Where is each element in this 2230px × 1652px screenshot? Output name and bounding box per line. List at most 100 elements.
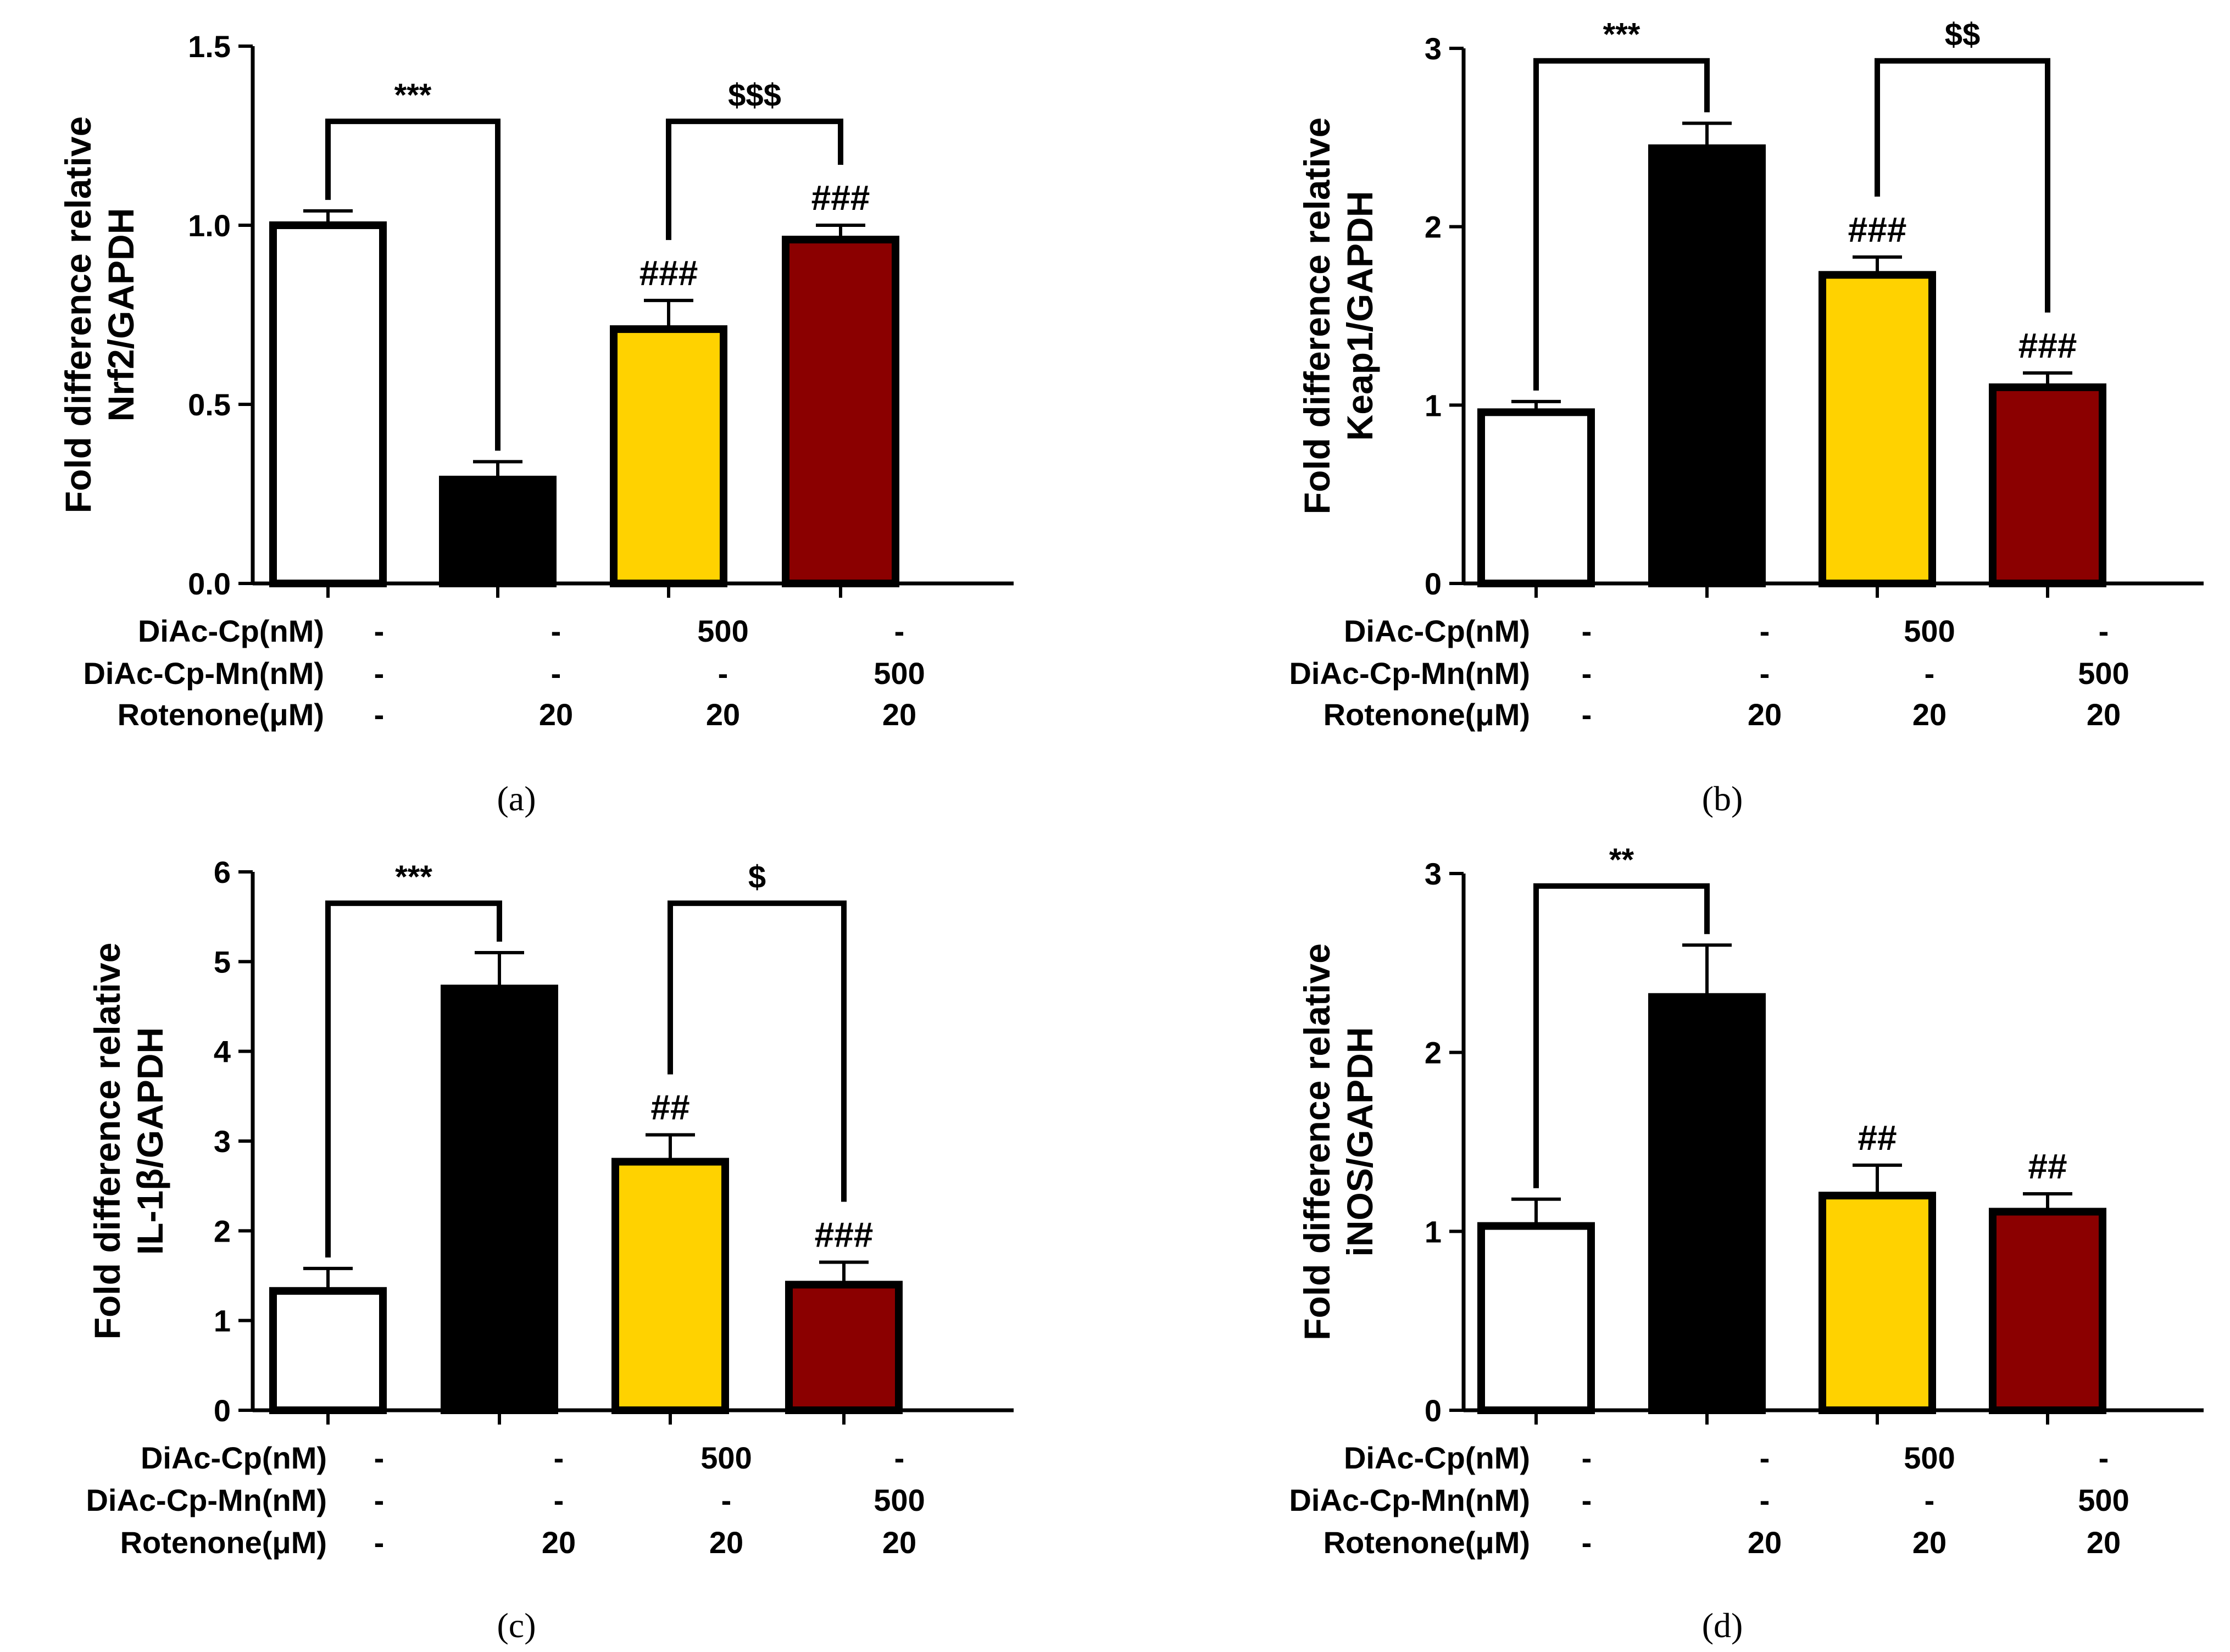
significance-label: $$$ <box>728 77 781 113</box>
treatment-cell: - <box>1582 656 1592 691</box>
panel-label: (d) <box>1702 1606 1743 1645</box>
significance-bracket <box>325 900 502 1258</box>
significance-hash: ### <box>639 253 698 293</box>
significance-hash: ## <box>1858 1118 1897 1158</box>
treatment-cell: 500 <box>1904 1440 1955 1475</box>
bar-4 <box>1989 1208 2106 1414</box>
treatment-cell: - <box>894 614 905 648</box>
treatment-row-label: DiAc-Cp(nM) <box>1344 1440 1530 1475</box>
y-tick-label: 1 <box>1425 1214 1442 1249</box>
treatment-row-label: Rotenone(μM) <box>1323 1525 1530 1560</box>
chart-panel-4: 0 1 2 3 Fold difference relativeiNOS/GAPDH ##… <box>1289 842 2204 1645</box>
significance-hash: ## <box>650 1088 689 1127</box>
treatment-row-label: Rotenone(μM) <box>120 1525 327 1560</box>
treatment-cell: 500 <box>2078 1483 2129 1517</box>
treatment-cell: - <box>374 1525 385 1560</box>
treatment-cell: 20 <box>539 697 573 732</box>
treatment-cell: 500 <box>874 656 925 691</box>
y-tick-label: 1 <box>214 1304 231 1338</box>
significance-hash: ### <box>2018 326 2077 365</box>
treatment-cell: 20 <box>706 697 740 732</box>
y-tick-label: 1.5 <box>188 29 231 64</box>
bar-2 <box>1648 144 1766 587</box>
treatment-row-label: DiAc-Cp(nM) <box>141 1440 327 1475</box>
y-tick-label: 3 <box>1425 856 1442 891</box>
treatment-row-label: DiAc-Cp-Mn(nM) <box>83 656 324 691</box>
y-axis-label-line1: Fold difference relative <box>58 116 98 514</box>
treatment-row-label: Rotenone(μM) <box>118 697 324 732</box>
treatment-cell: - <box>721 1483 732 1517</box>
treatment-cell: - <box>551 656 561 691</box>
y-tick-label: 6 <box>214 855 231 889</box>
y-tick-label: 0 <box>1425 566 1442 601</box>
treatment-cell: 20 <box>542 1525 576 1560</box>
significance-hash: ### <box>1848 210 1907 249</box>
treatment-cell: 20 <box>1748 1525 1782 1560</box>
y-axis-label: Fold difference relativeiNOS/GAPDH <box>1297 943 1380 1340</box>
treatment-row-label: DiAc-Cp-Mn(nM) <box>1289 1483 1530 1517</box>
significance-bracket <box>1533 58 1710 391</box>
chart-panel-2: 0 1 2 3 Fold difference relativeKeap1/GAPDH #… <box>1289 17 2204 818</box>
treatment-cell: - <box>1760 614 1770 648</box>
treatment-cell: - <box>718 656 728 691</box>
treatment-cell: 20 <box>1748 697 1782 732</box>
y-axis-label-line2: Keap1/GAPDH <box>1339 191 1380 441</box>
y-tick-label: 1 <box>1425 388 1442 422</box>
bar-4 <box>1989 383 2106 587</box>
bar-3 <box>610 325 727 588</box>
treatment-cell: - <box>554 1483 564 1517</box>
treatment-cell: 20 <box>882 697 916 732</box>
treatment-cell: - <box>374 656 385 691</box>
y-tick-label: 2 <box>1425 1036 1442 1070</box>
treatment-cell: - <box>1582 697 1592 732</box>
significance-bracket <box>325 118 501 451</box>
y-tick-label: 0.5 <box>188 387 231 422</box>
y-axis-label: Fold difference relativeKeap1/GAPDH <box>1297 118 1380 515</box>
y-tick-label: 3 <box>214 1124 231 1159</box>
significance-hash: ## <box>2028 1147 2067 1186</box>
y-tick-label: 0 <box>214 1393 231 1428</box>
treatment-cell: - <box>2099 1440 2109 1475</box>
chart-panel-3: 0 1 2 3 4 5 6 Fold difference relativeIL-1β/GAP… <box>86 855 1014 1645</box>
bar-2 <box>439 475 557 587</box>
y-tick-label: 5 <box>214 944 231 979</box>
bar-1 <box>269 221 387 587</box>
y-tick-label: 0.0 <box>188 566 231 601</box>
y-axis-label-line1: Fold difference relative <box>87 943 127 1340</box>
treatment-cell: 500 <box>1904 614 1955 648</box>
treatment-cell: - <box>551 614 561 648</box>
y-tick-label: 2 <box>1425 210 1442 244</box>
treatment-cell: - <box>1760 1440 1770 1475</box>
y-axis-label: Fold difference relativeNrf2/GAPDH <box>58 116 141 514</box>
significance-label: *** <box>395 859 432 895</box>
y-tick-label: 0 <box>1425 1393 1442 1428</box>
treatment-row-label: DiAc-Cp-Mn(nM) <box>86 1483 327 1517</box>
treatment-cell: - <box>374 1440 385 1475</box>
treatment-cell: - <box>1582 614 1592 648</box>
significance-hash: ### <box>815 1215 874 1255</box>
treatment-cell: 20 <box>1912 697 1947 732</box>
significance-bracket <box>668 900 847 1202</box>
significance-label: *** <box>1603 17 1640 53</box>
treatment-cell: 20 <box>709 1525 743 1560</box>
treatment-row-label: DiAc-Cp(nM) <box>1344 614 1530 648</box>
bar-2 <box>1648 993 1766 1414</box>
y-tick-label: 2 <box>214 1214 231 1248</box>
treatment-cell: - <box>554 1440 564 1475</box>
y-axis-label-line2: Nrf2/GAPDH <box>101 208 141 422</box>
bar-2 <box>441 984 558 1415</box>
bar-1 <box>269 1287 387 1414</box>
treatment-cell: 500 <box>700 1440 752 1475</box>
y-tick-label: 4 <box>214 1034 231 1069</box>
significance-bracket <box>1533 883 1710 1188</box>
treatment-cell: 20 <box>2087 1525 2121 1560</box>
y-axis-label-line1: Fold difference relative <box>1297 943 1337 1340</box>
treatment-cell: 500 <box>697 614 748 648</box>
treatment-cell: - <box>374 1483 385 1517</box>
bar-3 <box>1819 271 1936 587</box>
treatment-cell: - <box>1760 1483 1770 1517</box>
significance-label: *** <box>394 77 432 113</box>
treatment-cell: 500 <box>2078 656 2129 691</box>
chart-panel-1: 0.0 0.5 1.0 1.5 Fold difference relativeNrf2… <box>58 29 1014 818</box>
